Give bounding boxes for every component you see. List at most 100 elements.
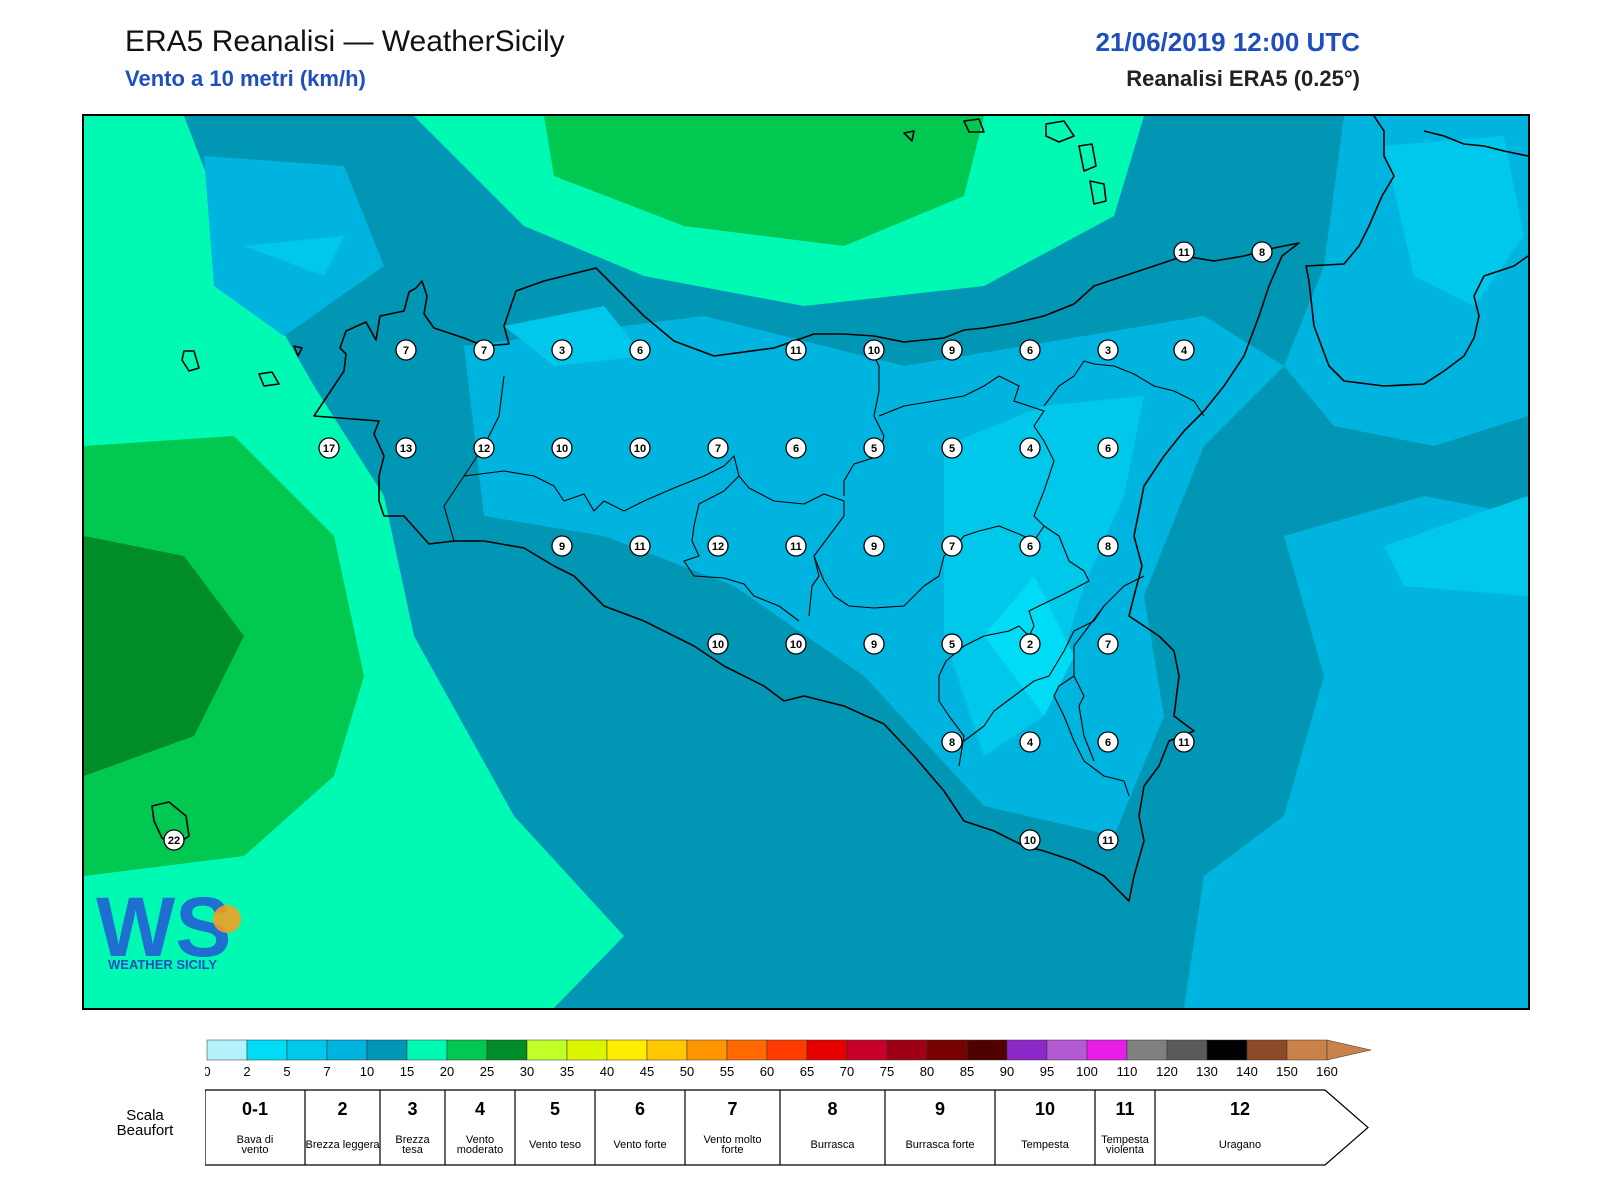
colorbar-tick-label: 10 (360, 1064, 374, 1078)
station-marker: 7 (707, 437, 729, 459)
wind-stations: 11 8 7 7 3 6 11 10 9 6 3 4 17 13 12 10 10 7 6 5 5 4 6 9 11 12 11 9 7… (163, 241, 1273, 851)
colorbar-swatch (1166, 1039, 1208, 1061)
station-wind-value: 11 (634, 541, 646, 553)
wind-colorbar: 0 2 5 7 10 15 20 25 30 35 40 45 50 55 60 65 70 75 80 85 90 95… (205, 1039, 1372, 1078)
station-wind-value: 6 (1105, 737, 1111, 749)
map-title: ERA5 Reanalisi — WeatherSicily (125, 25, 565, 58)
colorbar-tick-label: 160 (1316, 1064, 1338, 1078)
colorbar-swatch (806, 1039, 848, 1061)
station-marker: 7 (941, 535, 963, 557)
colorbar-tick-label: 120 (1156, 1064, 1178, 1078)
island (963, 118, 985, 133)
province-boundary (1053, 605, 1130, 797)
beaufort-force: 11 (1115, 1099, 1134, 1119)
station-marker: 10 (629, 437, 651, 459)
beaufort-name: Burrasca (810, 1139, 855, 1151)
station-wind-value: 3 (559, 345, 565, 357)
station-wind-value: 8 (1105, 541, 1111, 553)
map-subtitle: Vento a 10 metri (km/h) (125, 66, 366, 91)
province-boundary (683, 475, 800, 622)
beaufort-force: 7 (727, 1099, 737, 1119)
weathersicily-logo: WS WEATHER SICILY (96, 880, 241, 974)
colorbar-tick-label: 40 (600, 1064, 614, 1078)
colorbar-swatch (246, 1039, 288, 1061)
station-marker: 9 (863, 535, 885, 557)
colorbar-tick-label: 130 (1196, 1064, 1218, 1078)
colorbar-tick-label: 85 (960, 1064, 974, 1078)
calabria-coastline (1305, 116, 1528, 387)
colorbar-tick-label: 15 (400, 1064, 414, 1078)
colorbar-swatch (406, 1039, 448, 1061)
station-marker: 10 (707, 633, 729, 655)
colorbar-swatch (446, 1039, 488, 1061)
station-wind-value: 22 (168, 835, 180, 847)
station-wind-value: 4 (1027, 443, 1034, 455)
station-wind-value: 6 (1027, 541, 1033, 553)
station-wind-value: 11 (790, 345, 802, 357)
colorbar-swatch (606, 1039, 648, 1061)
station-wind-value: 10 (790, 639, 802, 651)
station-marker: 11 (1097, 829, 1119, 851)
station-wind-value: 12 (478, 443, 490, 455)
colorbar-swatch (286, 1039, 328, 1061)
station-marker: 10 (1019, 829, 1041, 851)
island (258, 371, 280, 387)
station-marker: 10 (785, 633, 807, 655)
colorbar-swatch (366, 1039, 408, 1061)
beaufort-name: Vento teso (529, 1139, 581, 1151)
beaufort-name: Vento moderato (457, 1134, 503, 1156)
station-wind-value: 11 (790, 541, 802, 553)
station-wind-value: 3 (1105, 345, 1111, 357)
beaufort-force: 3 (407, 1099, 417, 1119)
colorbar-swatch (526, 1039, 568, 1061)
station-marker: 6 (785, 437, 807, 459)
beaufort-force: 9 (935, 1099, 945, 1119)
colorbar-tick-label: 2 (243, 1064, 250, 1078)
station-wind-value: 6 (793, 443, 799, 455)
station-wind-value: 7 (715, 443, 721, 455)
colorbar-tick-label: 20 (440, 1064, 454, 1078)
island (903, 130, 915, 142)
colorbar-swatch (1086, 1039, 1128, 1061)
station-wind-value: 6 (637, 345, 643, 357)
station-wind-value: 7 (949, 541, 955, 553)
station-wind-value: 11 (1102, 835, 1114, 847)
station-marker: 4 (1019, 731, 1041, 753)
colorbar-tick-label: 140 (1236, 1064, 1258, 1078)
station-wind-value: 12 (712, 541, 724, 553)
sicily-coastline (313, 242, 1300, 902)
colorbar-swatch (846, 1039, 888, 1061)
province-boundaries (443, 345, 1205, 797)
station-marker: 12 (473, 437, 495, 459)
station-wind-value: 5 (949, 639, 955, 651)
island (1078, 143, 1097, 172)
coastlines (151, 116, 1528, 902)
station-wind-value: 10 (1024, 835, 1036, 847)
colorbar-swatch (766, 1039, 808, 1061)
station-wind-value: 6 (1027, 345, 1033, 357)
station-marker: 4 (1019, 437, 1041, 459)
station-marker: 11 (629, 535, 651, 557)
colorbar-swatch (1246, 1039, 1288, 1061)
beaufort-frame (205, 1089, 1369, 1166)
colorbar-swatch (1126, 1039, 1168, 1061)
island (181, 350, 200, 372)
station-marker: 12 (707, 535, 729, 557)
beaufort-name: Tempesta (1021, 1139, 1070, 1151)
svg-text:WS: WS (96, 880, 231, 974)
province-boundary (443, 375, 505, 542)
province-boundary (463, 455, 845, 617)
beaufort-force: 2 (337, 1099, 347, 1119)
station-wind-value: 10 (712, 639, 724, 651)
contour-fill (1184, 496, 1528, 1008)
station-marker: 8 (1251, 241, 1273, 263)
colorbar-swatch (686, 1039, 728, 1061)
station-wind-value: 7 (481, 345, 487, 357)
station-marker: 11 (785, 339, 807, 361)
beaufort-name: Vento molto forte (703, 1134, 761, 1156)
calabria-coastline (1423, 130, 1528, 157)
colorbar-swatch (646, 1039, 688, 1061)
province-boundary (1043, 360, 1205, 417)
station-marker: 9 (941, 339, 963, 361)
colorbar-swatch (1006, 1039, 1048, 1061)
